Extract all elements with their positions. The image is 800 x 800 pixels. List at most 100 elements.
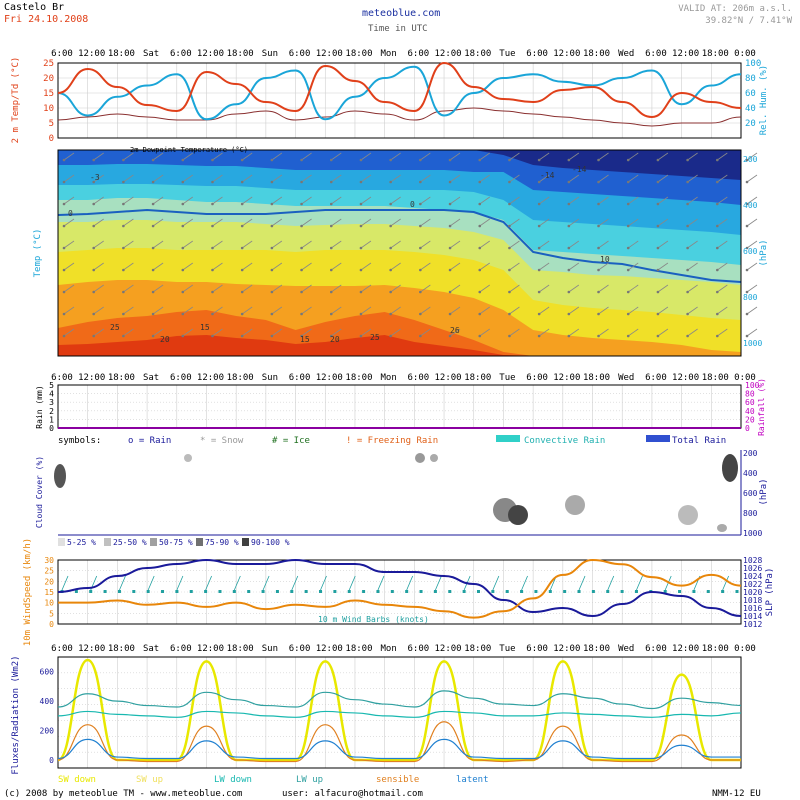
wind-barb-marker — [692, 590, 696, 593]
wind-barb-marker — [491, 590, 495, 593]
time-tick-label: 18:00 — [345, 49, 372, 59]
wind-barb — [301, 196, 312, 205]
wind-barb — [598, 196, 609, 205]
time-tick-label: 18:00 — [583, 49, 610, 59]
time-tick-label: 12:00 — [672, 373, 699, 383]
wind-barb-dot — [181, 202, 185, 206]
wind-barb — [301, 174, 312, 183]
wind-barb — [152, 306, 164, 315]
wind-barb-staff — [291, 575, 299, 591]
wind-barb — [509, 328, 520, 337]
wind-barb-staff — [147, 575, 155, 591]
time-tick-label: 6:00 — [289, 644, 311, 654]
wind-barb-dot — [597, 268, 600, 272]
slp-line — [57, 558, 742, 618]
wind-barb — [598, 262, 609, 271]
windspeed-line — [58, 558, 742, 619]
slp-axis-tick: 1024 — [743, 572, 762, 581]
wind-barb-dot — [716, 158, 719, 162]
time-tick-label: 18:00 — [108, 49, 135, 59]
wind-barb-dot — [448, 268, 452, 272]
wind-barb — [301, 152, 312, 161]
time-tick-label: 6:00 — [645, 644, 667, 654]
wind-barb — [241, 306, 253, 315]
wind-barb — [420, 328, 431, 337]
wind-barb — [390, 328, 401, 337]
wind-barb — [420, 306, 431, 315]
temp-axis-tick: 25 — [43, 59, 54, 69]
wind-barb-dot — [181, 334, 185, 338]
wind-barb — [331, 152, 342, 161]
wind-barb-staff — [205, 575, 212, 591]
flux-legend-label: SW down — [58, 775, 96, 785]
wind-barb — [538, 306, 550, 315]
wind-barb — [63, 152, 75, 161]
contour-label: 0 — [410, 200, 415, 209]
wind-barb-dot — [270, 334, 274, 338]
time-tick-label: 6:00 — [408, 49, 430, 59]
wind-barb-marker — [146, 590, 150, 593]
wind-barb-dot — [686, 334, 689, 338]
wind-barb-dot — [270, 224, 274, 228]
wind-barb-dot — [686, 246, 689, 250]
pressure-axis-tick: 400 — [743, 201, 758, 210]
time-tick-label: 6:00 — [170, 373, 192, 383]
zero-contour-line — [57, 208, 742, 283]
wind-barb — [538, 174, 550, 183]
wind-barb — [360, 196, 372, 205]
time-tick-label: 6:00 — [170, 644, 192, 654]
wind-barb — [301, 218, 312, 227]
legend-freezing: ! = Freezing Rain — [346, 436, 438, 446]
valid-line-2: 39.82°N / 7.41°W — [705, 16, 792, 26]
wind-barb-dot — [597, 290, 600, 294]
wind-barb-dot — [389, 246, 392, 250]
wind-barb-dot — [300, 202, 303, 206]
flux-axis-tick: 600 — [40, 668, 55, 677]
time-tick-label: Mon — [381, 644, 397, 654]
wind-barb-dot — [92, 268, 95, 272]
wind-barb — [479, 196, 490, 205]
wind-barb-dot — [597, 202, 600, 206]
wind-barb-dot — [211, 224, 214, 228]
wind-barb-dot — [122, 202, 125, 206]
wind-barb-dot — [92, 290, 95, 294]
wind-barb — [271, 152, 283, 161]
wind-barb — [241, 262, 253, 271]
wind-barb-dot — [597, 312, 600, 316]
wind-barb-note: 10 m Wind Barbs (knots) — [318, 615, 429, 624]
wind-barb — [627, 262, 639, 271]
wind-barb-dot — [626, 180, 630, 184]
wind-barb — [63, 174, 75, 183]
wind-barb — [717, 196, 728, 205]
time-tick-label: 18:00 — [464, 373, 491, 383]
time-tick-label: Sun — [262, 373, 278, 383]
wind-barb — [331, 284, 342, 293]
wind-barb-dot — [716, 180, 719, 184]
flux-axis-tick: 0 — [49, 756, 54, 765]
wind-barb — [123, 196, 134, 205]
wind-barb — [449, 284, 461, 293]
wind-barb-dot — [478, 158, 482, 162]
wind-barb — [271, 306, 283, 315]
wind-barb — [746, 306, 758, 315]
wind-barb-marker — [161, 590, 165, 593]
wind-barb-dot — [626, 334, 630, 338]
cloud-legend-label: 25-50 % — [113, 538, 147, 547]
wind-barb-staff — [435, 575, 442, 591]
wind-barb-dot — [122, 334, 125, 338]
wind-barb-dot — [419, 180, 422, 184]
rainfall-axis-tick: 0 — [745, 424, 750, 433]
wind-barb-dot — [151, 268, 155, 272]
wind-barb — [479, 152, 490, 161]
flux-legend-label: sensible — [376, 775, 419, 785]
windspeed-axis-label: 10m WindSpeed (km/h) — [23, 538, 33, 646]
wind-barb — [390, 218, 401, 227]
rainfall-axis-tick: 40 — [745, 407, 755, 416]
wind-barb — [479, 174, 490, 183]
wind-barb-staff — [61, 575, 69, 591]
cloud-pressure-label: (hPa) — [759, 478, 769, 505]
wind-barb — [212, 196, 223, 205]
wind-barb — [63, 218, 75, 227]
wind-barb-dot — [240, 268, 244, 272]
wind-barb-dot — [151, 334, 155, 338]
